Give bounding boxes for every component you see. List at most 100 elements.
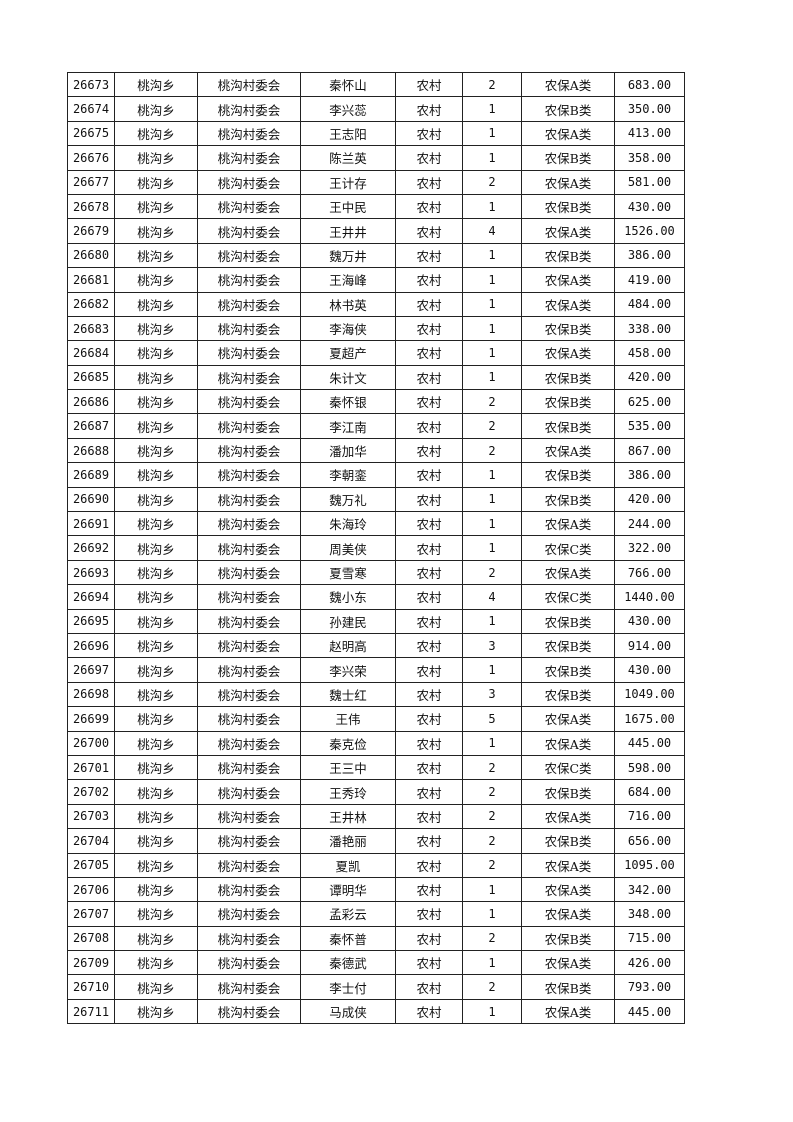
table-row: 26690 桃沟乡 桃沟村委会 魏万礼 农村 1 农保B类 420.00 (67, 486, 685, 513)
village-committee-cell: 桃沟村委会 (197, 437, 301, 464)
name-cell: 秦怀银 (300, 389, 396, 415)
township-cell: 桃沟乡 (114, 730, 198, 756)
name-cell: 林书英 (300, 291, 396, 317)
record-id-cell: 26681 (67, 267, 115, 293)
household-size-cell: 2 (462, 71, 522, 98)
township-cell: 桃沟乡 (114, 193, 198, 220)
village-committee-cell: 桃沟村委会 (197, 535, 301, 561)
area-type-cell: 农村 (395, 584, 463, 610)
area-type-cell: 农村 (395, 340, 463, 366)
name-cell: 王伟 (300, 706, 396, 732)
township-cell: 桃沟乡 (114, 681, 198, 708)
township-cell: 桃沟乡 (114, 559, 198, 586)
insurance-category-cell: 农保B类 (521, 413, 615, 439)
insurance-category-cell: 农保A类 (521, 120, 615, 147)
township-cell: 桃沟乡 (114, 413, 198, 439)
village-committee-cell: 桃沟村委会 (197, 681, 301, 708)
area-type-cell: 农村 (395, 96, 463, 122)
record-id-cell: 26676 (67, 145, 115, 171)
insurance-category-cell: 农保A类 (521, 730, 615, 756)
record-id-cell: 26689 (67, 462, 115, 488)
record-id-cell: 26703 (67, 803, 115, 830)
insurance-category-cell: 农保A类 (521, 803, 615, 830)
township-cell: 桃沟乡 (114, 876, 198, 903)
household-size-cell: 1 (462, 145, 522, 171)
table-row: 26677 桃沟乡 桃沟村委会 王计存 农村 2 农保A类 581.00 (67, 169, 685, 195)
record-id-cell: 26691 (67, 511, 115, 537)
area-type-cell: 农村 (395, 901, 463, 927)
table-row: 26701 桃沟乡 桃沟村委会 王三中 农村 2 农保C类 598.00 (67, 754, 685, 781)
record-id-cell: 26690 (67, 486, 115, 513)
village-committee-cell: 桃沟村委会 (197, 218, 301, 244)
table-row: 26687 桃沟乡 桃沟村委会 李江南 农村 2 农保B类 535.00 (67, 413, 685, 439)
insurance-category-cell: 农保C类 (521, 584, 615, 610)
record-id-cell: 26684 (67, 340, 115, 366)
village-committee-cell: 桃沟村委会 (197, 193, 301, 220)
table-row: 26689 桃沟乡 桃沟村委会 李朝銮 农村 1 农保B类 386.00 (67, 462, 685, 488)
name-cell: 李兴荣 (300, 657, 396, 683)
household-size-cell: 1 (462, 730, 522, 756)
household-size-cell: 2 (462, 754, 522, 781)
name-cell: 王三中 (300, 754, 396, 781)
area-type-cell: 农村 (395, 681, 463, 708)
insurance-category-cell: 农保A类 (521, 706, 615, 732)
table-row: 26704 桃沟乡 桃沟村委会 潘艳丽 农村 2 农保B类 656.00 (67, 828, 685, 854)
village-committee-cell: 桃沟村委会 (197, 950, 301, 976)
table-row: 26699 桃沟乡 桃沟村委会 王伟 农村 5 农保A类 1675.00 (67, 706, 685, 732)
area-type-cell: 农村 (395, 364, 463, 391)
table-row: 26702 桃沟乡 桃沟村委会 王秀玲 农村 2 农保B类 684.00 (67, 779, 685, 805)
village-committee-cell: 桃沟村委会 (197, 974, 301, 1000)
name-cell: 李兴蕊 (300, 96, 396, 122)
insurance-category-cell: 农保C类 (521, 754, 615, 781)
amount-cell: 419.00 (614, 267, 685, 293)
insurance-category-cell: 农保B类 (521, 779, 615, 805)
record-id-cell: 26709 (67, 950, 115, 976)
table-row: 26695 桃沟乡 桃沟村委会 孙建民 农村 1 农保B类 430.00 (67, 608, 685, 634)
village-committee-cell: 桃沟村委会 (197, 925, 301, 952)
township-cell: 桃沟乡 (114, 608, 198, 634)
record-id-cell: 26677 (67, 169, 115, 195)
amount-cell: 484.00 (614, 291, 685, 317)
household-size-cell: 1 (462, 950, 522, 976)
household-size-cell: 1 (462, 535, 522, 561)
village-committee-cell: 桃沟村委会 (197, 730, 301, 756)
table-row: 26708 桃沟乡 桃沟村委会 秦怀普 农村 2 农保B类 715.00 (67, 925, 685, 952)
amount-cell: 793.00 (614, 974, 685, 1000)
record-id-cell: 26708 (67, 925, 115, 952)
name-cell: 秦怀山 (300, 71, 396, 98)
township-cell: 桃沟乡 (114, 145, 198, 171)
amount-cell: 430.00 (614, 657, 685, 683)
name-cell: 朱计文 (300, 364, 396, 391)
record-id-cell: 26696 (67, 632, 115, 659)
household-size-cell: 1 (462, 901, 522, 927)
township-cell: 桃沟乡 (114, 901, 198, 927)
township-cell: 桃沟乡 (114, 511, 198, 537)
village-committee-cell: 桃沟村委会 (197, 901, 301, 927)
insurance-category-cell: 农保B类 (521, 925, 615, 952)
record-id-cell: 26688 (67, 437, 115, 464)
amount-cell: 420.00 (614, 364, 685, 391)
table-row: 26691 桃沟乡 桃沟村委会 朱海玲 农村 1 农保A类 244.00 (67, 511, 685, 537)
name-cell: 谭明华 (300, 876, 396, 903)
township-cell: 桃沟乡 (114, 169, 198, 195)
table-row: 26709 桃沟乡 桃沟村委会 秦德武 农村 1 农保A类 426.00 (67, 950, 685, 976)
name-cell: 王海峰 (300, 267, 396, 293)
area-type-cell: 农村 (395, 169, 463, 195)
area-type-cell: 农村 (395, 291, 463, 317)
township-cell: 桃沟乡 (114, 315, 198, 342)
amount-cell: 420.00 (614, 486, 685, 513)
village-committee-cell: 桃沟村委会 (197, 779, 301, 805)
amount-cell: 413.00 (614, 120, 685, 147)
amount-cell: 535.00 (614, 413, 685, 439)
area-type-cell: 农村 (395, 803, 463, 830)
name-cell: 马成侠 (300, 998, 396, 1025)
amount-cell: 914.00 (614, 632, 685, 659)
amount-cell: 656.00 (614, 828, 685, 854)
amount-cell: 1675.00 (614, 706, 685, 732)
township-cell: 桃沟乡 (114, 803, 198, 830)
table-row: 26703 桃沟乡 桃沟村委会 王井林 农村 2 农保A类 716.00 (67, 803, 685, 830)
village-committee-cell: 桃沟村委会 (197, 706, 301, 732)
area-type-cell: 农村 (395, 950, 463, 976)
table-row: 26676 桃沟乡 桃沟村委会 陈兰英 农村 1 农保B类 358.00 (67, 145, 685, 171)
insurance-category-cell: 农保B类 (521, 96, 615, 122)
